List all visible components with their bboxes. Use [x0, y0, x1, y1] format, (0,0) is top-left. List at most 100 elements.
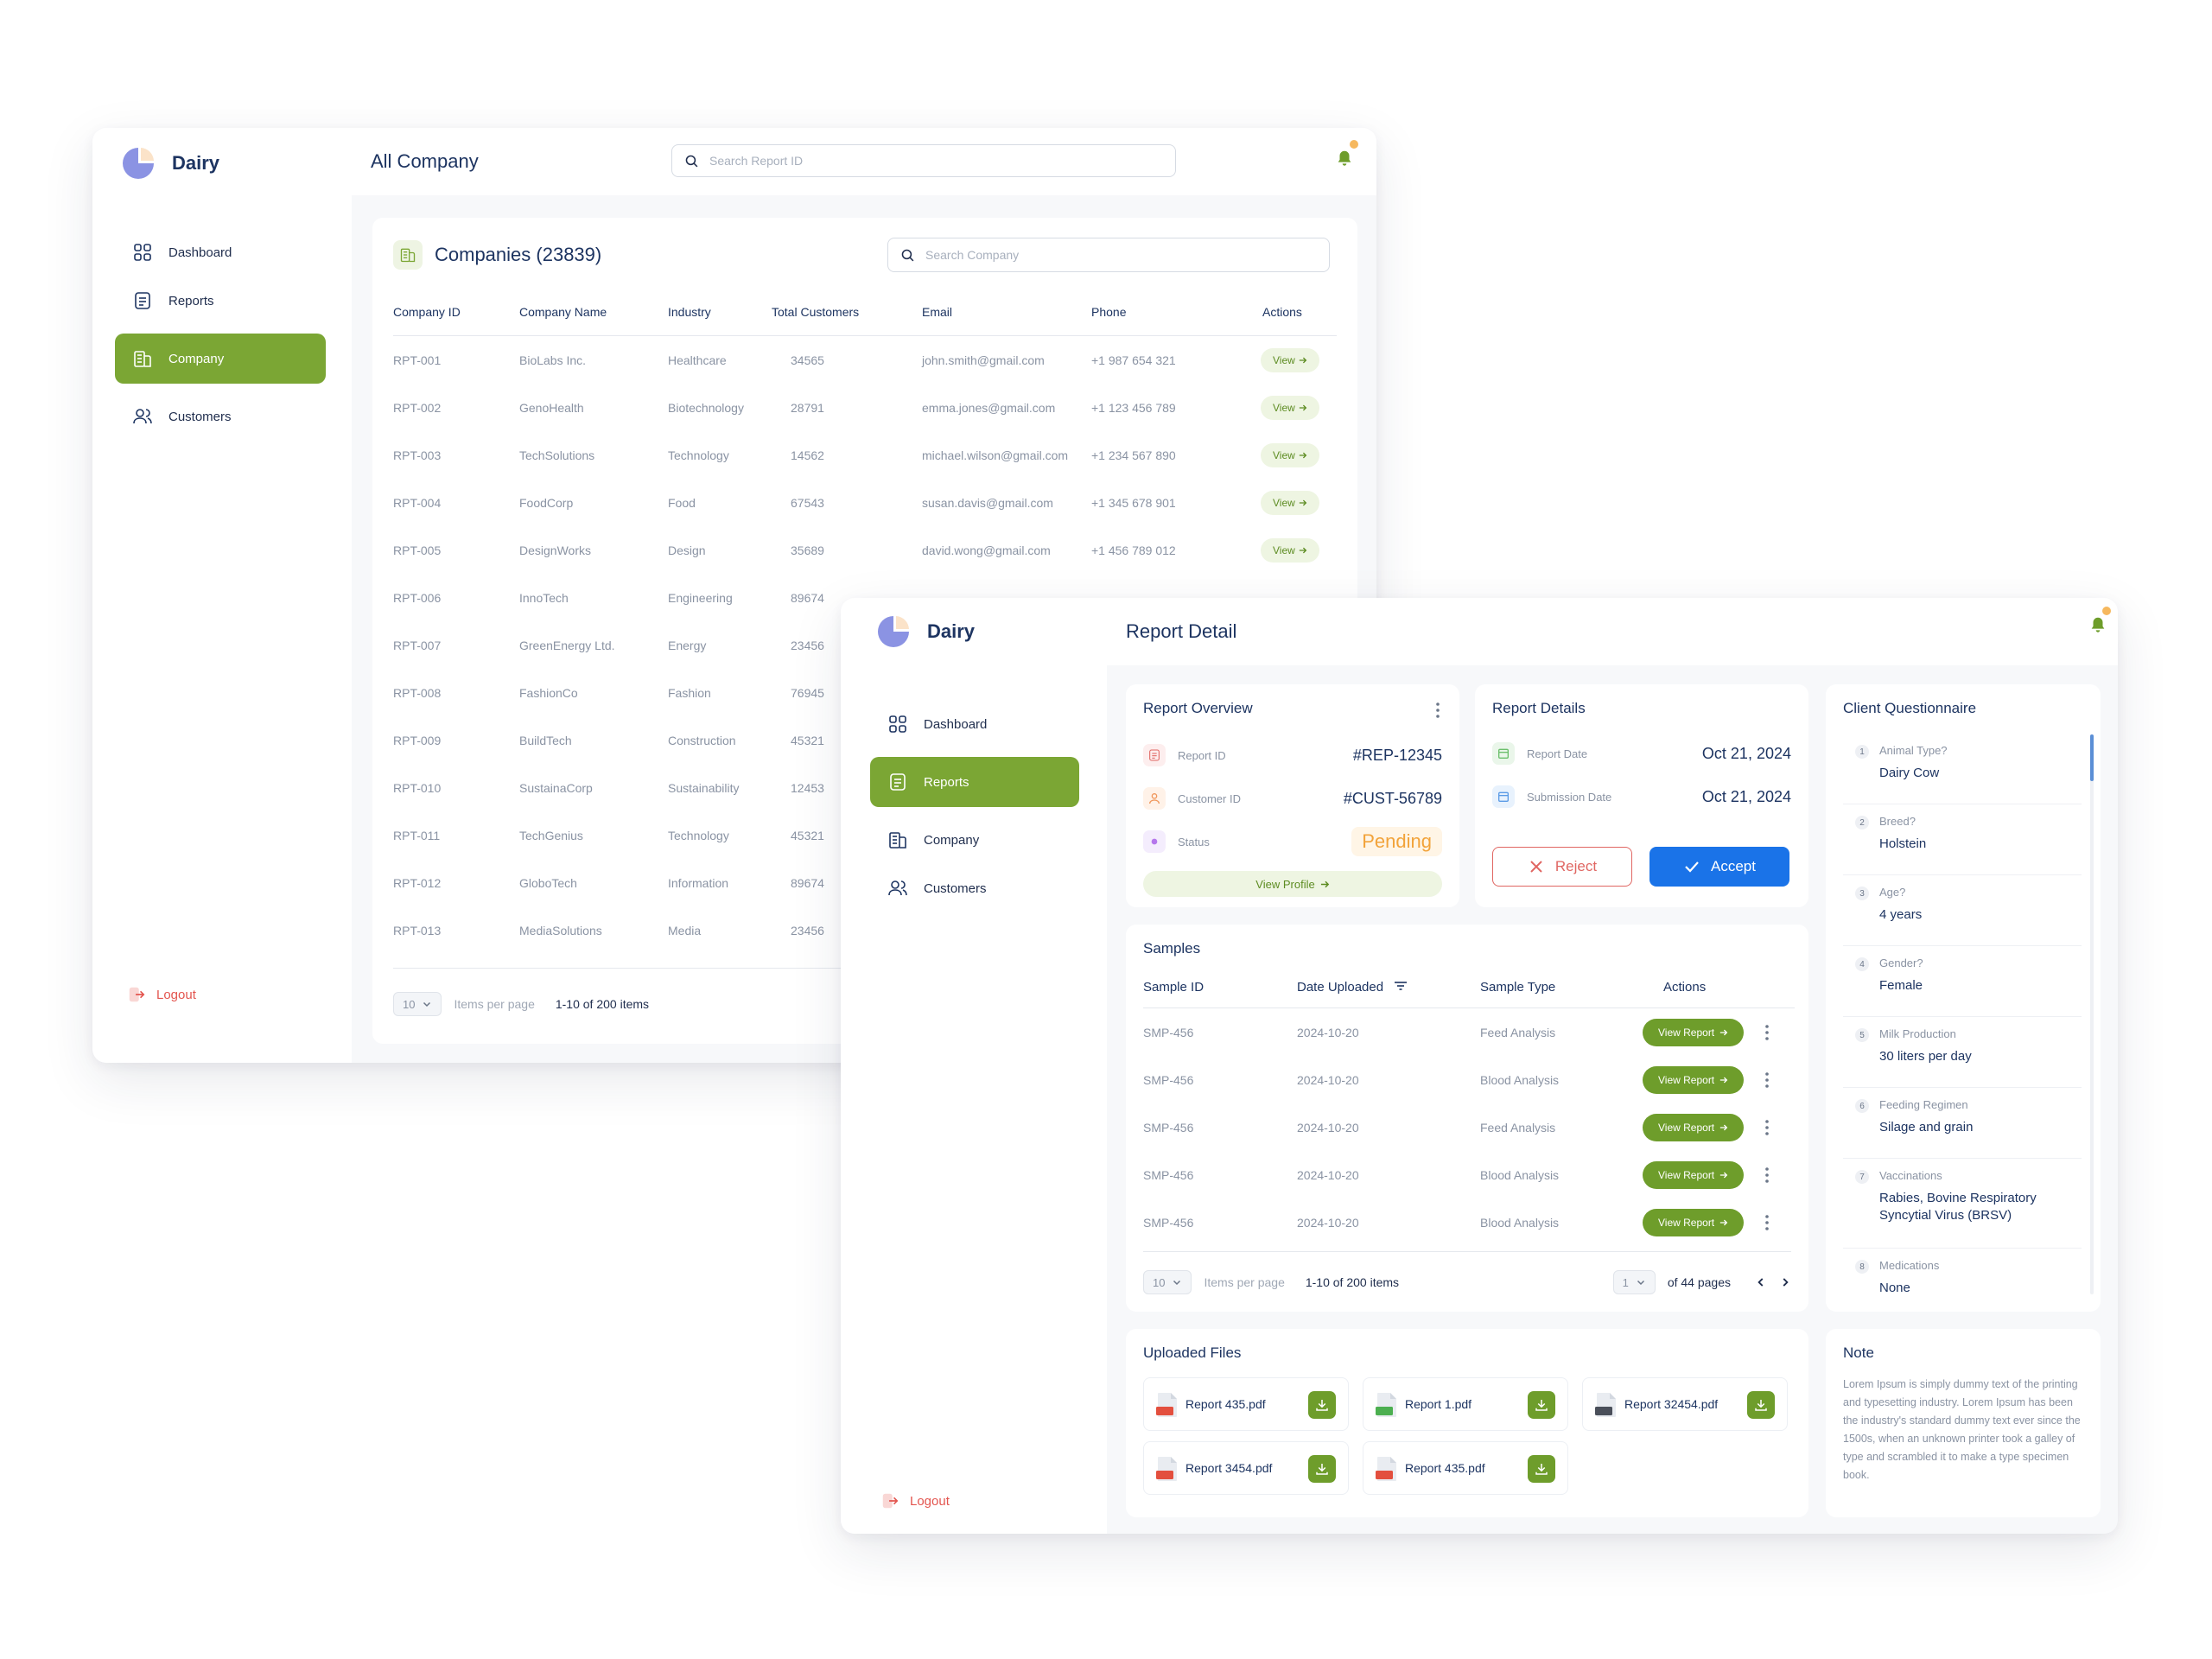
csv-file-icon	[1376, 1393, 1396, 1417]
file-item[interactable]: Report 435.pdf	[1363, 1441, 1568, 1495]
download-button[interactable]	[1528, 1455, 1555, 1483]
sidebar-item-company[interactable]: Company	[115, 334, 326, 384]
download-button[interactable]	[1308, 1391, 1336, 1419]
per-page-select[interactable]: 10	[1143, 1270, 1192, 1294]
view-button[interactable]: View	[1261, 537, 1319, 563]
more-options-icon[interactable]	[1764, 1119, 1770, 1136]
column-header[interactable]: Actions	[1245, 289, 1337, 336]
card-title: Note	[1843, 1344, 1874, 1361]
sidebar: Dairy Dashboard Reports Company Customer…	[841, 598, 1107, 1534]
question-number: 5	[1855, 1028, 1869, 1042]
table-row[interactable]: SMP-456 2024-10-20 Blood Analysis View Repo…	[1143, 1151, 1795, 1198]
table-cell: SustainaCorp	[519, 780, 593, 795]
more-options-icon[interactable]	[1764, 1024, 1770, 1041]
bell-icon[interactable]	[1335, 149, 1354, 168]
download-button[interactable]	[1308, 1455, 1336, 1483]
reject-button[interactable]: Reject	[1492, 847, 1632, 887]
table-row[interactable]: SMP-456 2024-10-20 Blood Analysis View Repo…	[1143, 1056, 1795, 1103]
filter-icon[interactable]	[1394, 981, 1408, 991]
brand-logo[interactable]: Dairy	[875, 613, 975, 650]
logout-button[interactable]: Logout	[880, 1491, 950, 1510]
view-report-button[interactable]: View Report	[1643, 1160, 1745, 1189]
sidebar-item-dashboard[interactable]: Dashboard	[870, 700, 1079, 748]
column-header[interactable]: Phone	[1091, 289, 1245, 336]
sidebar-item-company[interactable]: Company	[870, 816, 1079, 864]
question-answer: None	[1879, 1281, 1910, 1295]
sidebar-item-reports[interactable]: Reports	[870, 757, 1079, 807]
table-row[interactable]: RPT-008 FashionCo Fashion 76945	[393, 669, 1337, 716]
view-report-button[interactable]: View Report	[1643, 1018, 1745, 1046]
per-page-select[interactable]: 10	[393, 992, 442, 1016]
column-header[interactable]: Sample Type	[1480, 966, 1643, 1008]
more-options-icon[interactable]	[1764, 1166, 1770, 1184]
questionnaire-item: 7 Vaccinations Rabies, Bovine Respiratory …	[1843, 1158, 2082, 1249]
table-row[interactable]: RPT-007 GreenEnergy Ltd. Energy 23456	[393, 621, 1337, 669]
scrollbar-track[interactable]	[2090, 734, 2094, 1294]
column-header[interactable]: Company ID	[393, 289, 519, 336]
question-label: Breed?	[1879, 815, 1916, 828]
download-button[interactable]	[1528, 1391, 1555, 1419]
view-button[interactable]: View	[1261, 442, 1319, 467]
view-button[interactable]: View	[1261, 395, 1319, 420]
question-number: 2	[1855, 816, 1869, 830]
view-button[interactable]: View	[1261, 490, 1319, 515]
sidebar-item-customers[interactable]: Customers	[115, 392, 326, 441]
table-cell: 35689	[791, 543, 824, 557]
table-row[interactable]: SMP-456 2024-10-20 Blood Analysis View Repo…	[1143, 1198, 1795, 1246]
table-row[interactable]: RPT-005 DesignWorks Design 35689 david.wong@…	[393, 526, 1337, 574]
table-row[interactable]: SMP-456 2024-10-20 Feed Analysis View Repor…	[1143, 1103, 1795, 1151]
table-row[interactable]: RPT-009 BuildTech Construction 45321	[393, 716, 1337, 764]
page-select[interactable]: 1	[1612, 1270, 1656, 1294]
table-row[interactable]: RPT-006 InnoTech Engineering 89674	[393, 574, 1337, 621]
table-cell: 76945	[791, 685, 824, 700]
view-report-button[interactable]: View Report	[1643, 1113, 1745, 1141]
view-report-button[interactable]: View Report	[1643, 1065, 1745, 1094]
report-search[interactable]	[671, 144, 1176, 177]
table-row[interactable]: RPT-010 SustainaCorp Sustainability 12453	[393, 764, 1337, 811]
sidebar-item-customers[interactable]: Customers	[870, 864, 1079, 912]
accept-button[interactable]: Accept	[1649, 847, 1789, 887]
bell-icon[interactable]	[2088, 615, 2107, 634]
brand-logo[interactable]: Dairy	[120, 145, 219, 181]
view-report-button[interactable]: View Report	[1643, 1208, 1745, 1236]
view-profile-button[interactable]: View Profile	[1143, 871, 1442, 897]
logout-button[interactable]: Logout	[127, 985, 196, 1004]
table-row[interactable]: RPT-012 GloboTech Information 89674	[393, 859, 1337, 906]
table-row[interactable]: RPT-002 GenoHealth Biotechnology 28791 emma.…	[393, 384, 1337, 431]
column-header[interactable]: Total Customers	[772, 289, 922, 336]
company-search[interactable]	[887, 238, 1330, 272]
file-item[interactable]: Report 435.pdf	[1143, 1377, 1349, 1431]
file-item[interactable]: Report 32454.pdf	[1582, 1377, 1788, 1431]
file-name: Report 435.pdf	[1405, 1461, 1485, 1475]
more-options-icon[interactable]	[1764, 1214, 1770, 1231]
arrow-right-icon	[1299, 404, 1307, 412]
file-item[interactable]: Report 1.pdf	[1363, 1377, 1568, 1431]
question-number: 1	[1855, 745, 1869, 759]
table-row[interactable]: SMP-456 2024-10-20 Feed Analysis View Repor…	[1143, 1008, 1795, 1057]
more-options-icon[interactable]	[1764, 1071, 1770, 1089]
sidebar-item-reports[interactable]: Reports	[115, 276, 326, 325]
file-item[interactable]: Report 3454.pdf	[1143, 1441, 1349, 1495]
table-row[interactable]: RPT-013 MediaSolutions Media 23456	[393, 906, 1337, 954]
table-row[interactable]: RPT-011 TechGenius Technology 45321	[393, 811, 1337, 859]
chevron-down-icon	[1636, 1277, 1646, 1287]
table-row[interactable]: RPT-004 FoodCorp Food 67543 susan.davis@gmai…	[393, 479, 1337, 526]
download-button[interactable]	[1747, 1391, 1775, 1419]
view-button[interactable]: View	[1261, 347, 1319, 372]
scrollbar-thumb[interactable]	[2090, 734, 2094, 781]
chevron-left-icon[interactable]	[1755, 1276, 1767, 1288]
column-header[interactable]: Date Uploaded	[1297, 966, 1480, 1008]
table-row[interactable]: RPT-003 TechSolutions Technology 14562 micha…	[393, 431, 1337, 479]
table-row[interactable]: RPT-001 BioLabs Inc. Healthcare 34565 john.s…	[393, 336, 1337, 385]
company-search-input[interactable]	[924, 247, 1305, 263]
column-header[interactable]: Sample ID	[1143, 966, 1297, 1008]
report-search-input[interactable]	[708, 153, 1143, 168]
column-header[interactable]: Company Name	[519, 289, 668, 336]
chevron-right-icon[interactable]	[1779, 1276, 1791, 1288]
column-header[interactable]: Industry	[668, 289, 772, 336]
column-header[interactable]: Email	[922, 289, 1091, 336]
report-date-row: Report Date Oct 21, 2024	[1492, 734, 1791, 772]
more-options-icon[interactable]	[1435, 702, 1440, 719]
sidebar-item-dashboard[interactable]: Dashboard	[115, 228, 326, 276]
column-header[interactable]: Actions	[1643, 966, 1795, 1008]
